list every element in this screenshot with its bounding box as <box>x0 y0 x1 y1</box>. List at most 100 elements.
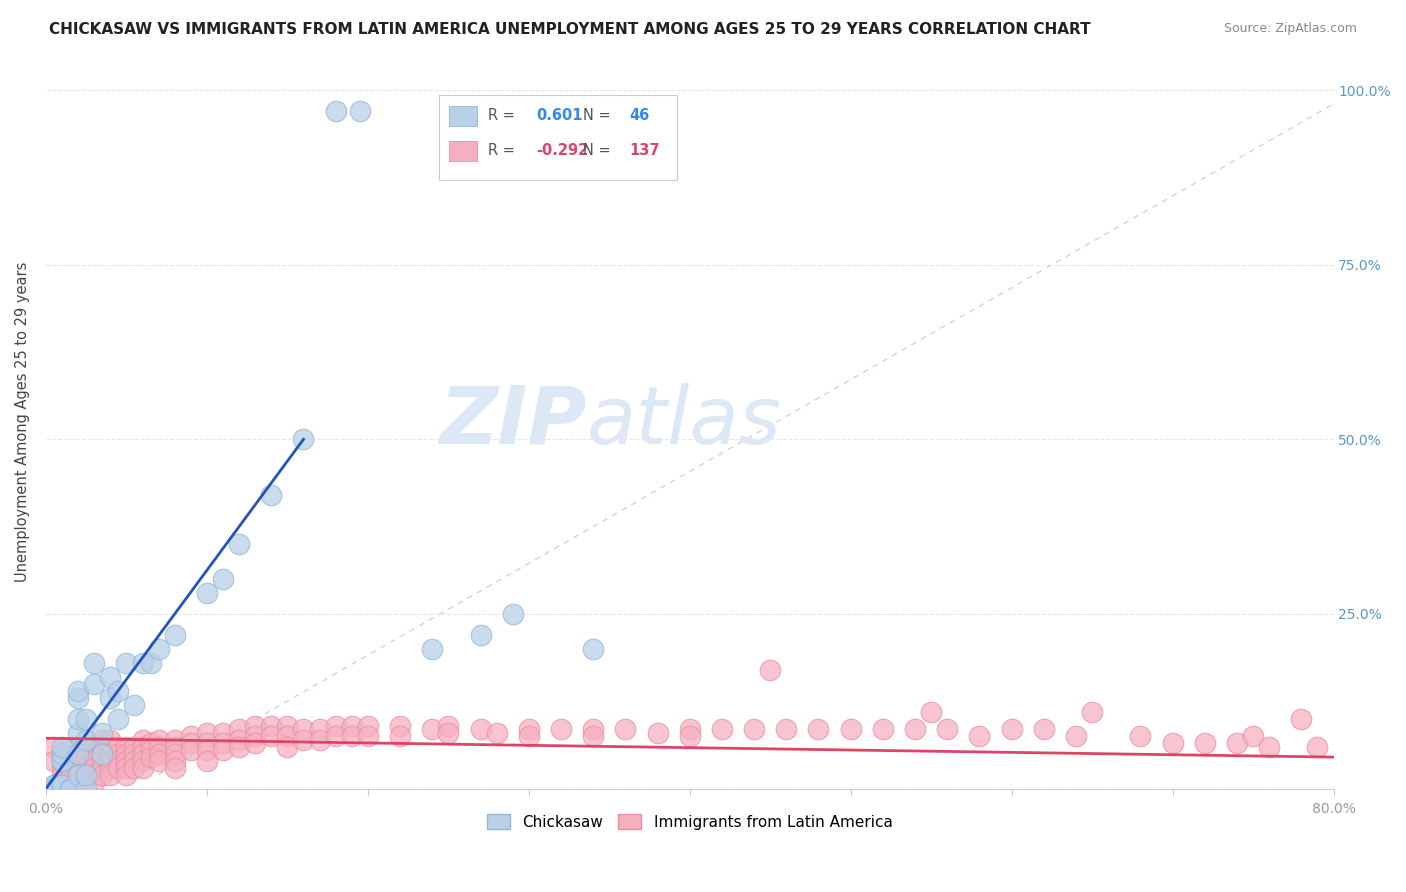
Point <box>1306 739 1329 754</box>
FancyBboxPatch shape <box>449 141 477 161</box>
Point <box>212 743 235 757</box>
Point <box>742 722 765 736</box>
Point <box>107 739 129 754</box>
Point <box>51 767 73 781</box>
Point <box>139 656 162 670</box>
Point <box>42 781 65 796</box>
Point <box>470 722 492 736</box>
Point <box>1194 736 1216 750</box>
Text: atlas: atlas <box>586 383 782 461</box>
Point <box>148 641 170 656</box>
Point <box>42 778 65 792</box>
Point <box>292 732 315 747</box>
Point <box>83 774 105 789</box>
Point <box>98 739 121 754</box>
Point <box>710 722 733 736</box>
Point <box>1161 736 1184 750</box>
Point <box>163 761 186 775</box>
Point <box>163 628 186 642</box>
Point <box>582 722 605 736</box>
Point <box>67 767 90 781</box>
Point <box>437 725 460 739</box>
Point <box>67 747 90 761</box>
Point <box>1001 722 1024 736</box>
Point <box>67 754 90 768</box>
Point <box>260 719 283 733</box>
Point <box>775 722 797 736</box>
Point <box>51 739 73 754</box>
Point <box>1241 729 1264 743</box>
Point <box>325 719 347 733</box>
Point <box>51 778 73 792</box>
Point <box>195 754 218 768</box>
Point <box>807 722 830 736</box>
Text: ZIP: ZIP <box>439 383 586 461</box>
Point <box>124 747 146 761</box>
Point <box>75 761 97 775</box>
Point <box>107 754 129 768</box>
Point <box>124 754 146 768</box>
Point <box>67 690 90 705</box>
Point <box>91 732 114 747</box>
Text: -0.292: -0.292 <box>537 143 589 158</box>
Point <box>245 736 267 750</box>
Point <box>228 732 250 747</box>
Point <box>679 722 702 736</box>
Point <box>759 663 782 677</box>
Point <box>1291 712 1313 726</box>
Point <box>212 736 235 750</box>
Point <box>195 736 218 750</box>
Point <box>647 725 669 739</box>
Point <box>124 739 146 754</box>
Point <box>139 743 162 757</box>
Point <box>420 722 443 736</box>
Point <box>98 761 121 775</box>
Point <box>107 761 129 775</box>
Point <box>131 732 153 747</box>
Point <box>276 739 298 754</box>
Point <box>83 677 105 691</box>
Point <box>517 722 540 736</box>
Point <box>51 761 73 775</box>
Point <box>98 670 121 684</box>
Point <box>148 732 170 747</box>
Point <box>163 747 186 761</box>
Point <box>389 729 412 743</box>
Point <box>228 739 250 754</box>
Point <box>59 761 82 775</box>
Point <box>98 767 121 781</box>
Point <box>107 712 129 726</box>
Text: 0.601: 0.601 <box>537 108 583 123</box>
Point <box>107 747 129 761</box>
Point <box>115 747 138 761</box>
Point <box>75 771 97 785</box>
Point <box>340 719 363 733</box>
Point <box>212 725 235 739</box>
Point <box>83 747 105 761</box>
Point <box>308 722 330 736</box>
Point <box>91 747 114 761</box>
Point <box>98 754 121 768</box>
Point <box>872 722 894 736</box>
Point <box>115 754 138 768</box>
Point <box>75 712 97 726</box>
Text: CHICKASAW VS IMMIGRANTS FROM LATIN AMERICA UNEMPLOYMENT AMONG AGES 25 TO 29 YEAR: CHICKASAW VS IMMIGRANTS FROM LATIN AMERI… <box>49 22 1091 37</box>
Point <box>91 754 114 768</box>
Point <box>98 747 121 761</box>
Point <box>936 722 959 736</box>
Point <box>292 722 315 736</box>
Point <box>357 719 380 733</box>
Point <box>98 690 121 705</box>
Point <box>163 732 186 747</box>
Legend: Chickasaw, Immigrants from Latin America: Chickasaw, Immigrants from Latin America <box>481 808 898 836</box>
Point <box>115 767 138 781</box>
Point <box>59 781 82 796</box>
Point <box>308 732 330 747</box>
Point <box>59 781 82 796</box>
Point <box>67 739 90 754</box>
Point <box>91 761 114 775</box>
Point <box>75 781 97 796</box>
Point <box>139 750 162 764</box>
Point <box>276 719 298 733</box>
Point <box>180 736 202 750</box>
